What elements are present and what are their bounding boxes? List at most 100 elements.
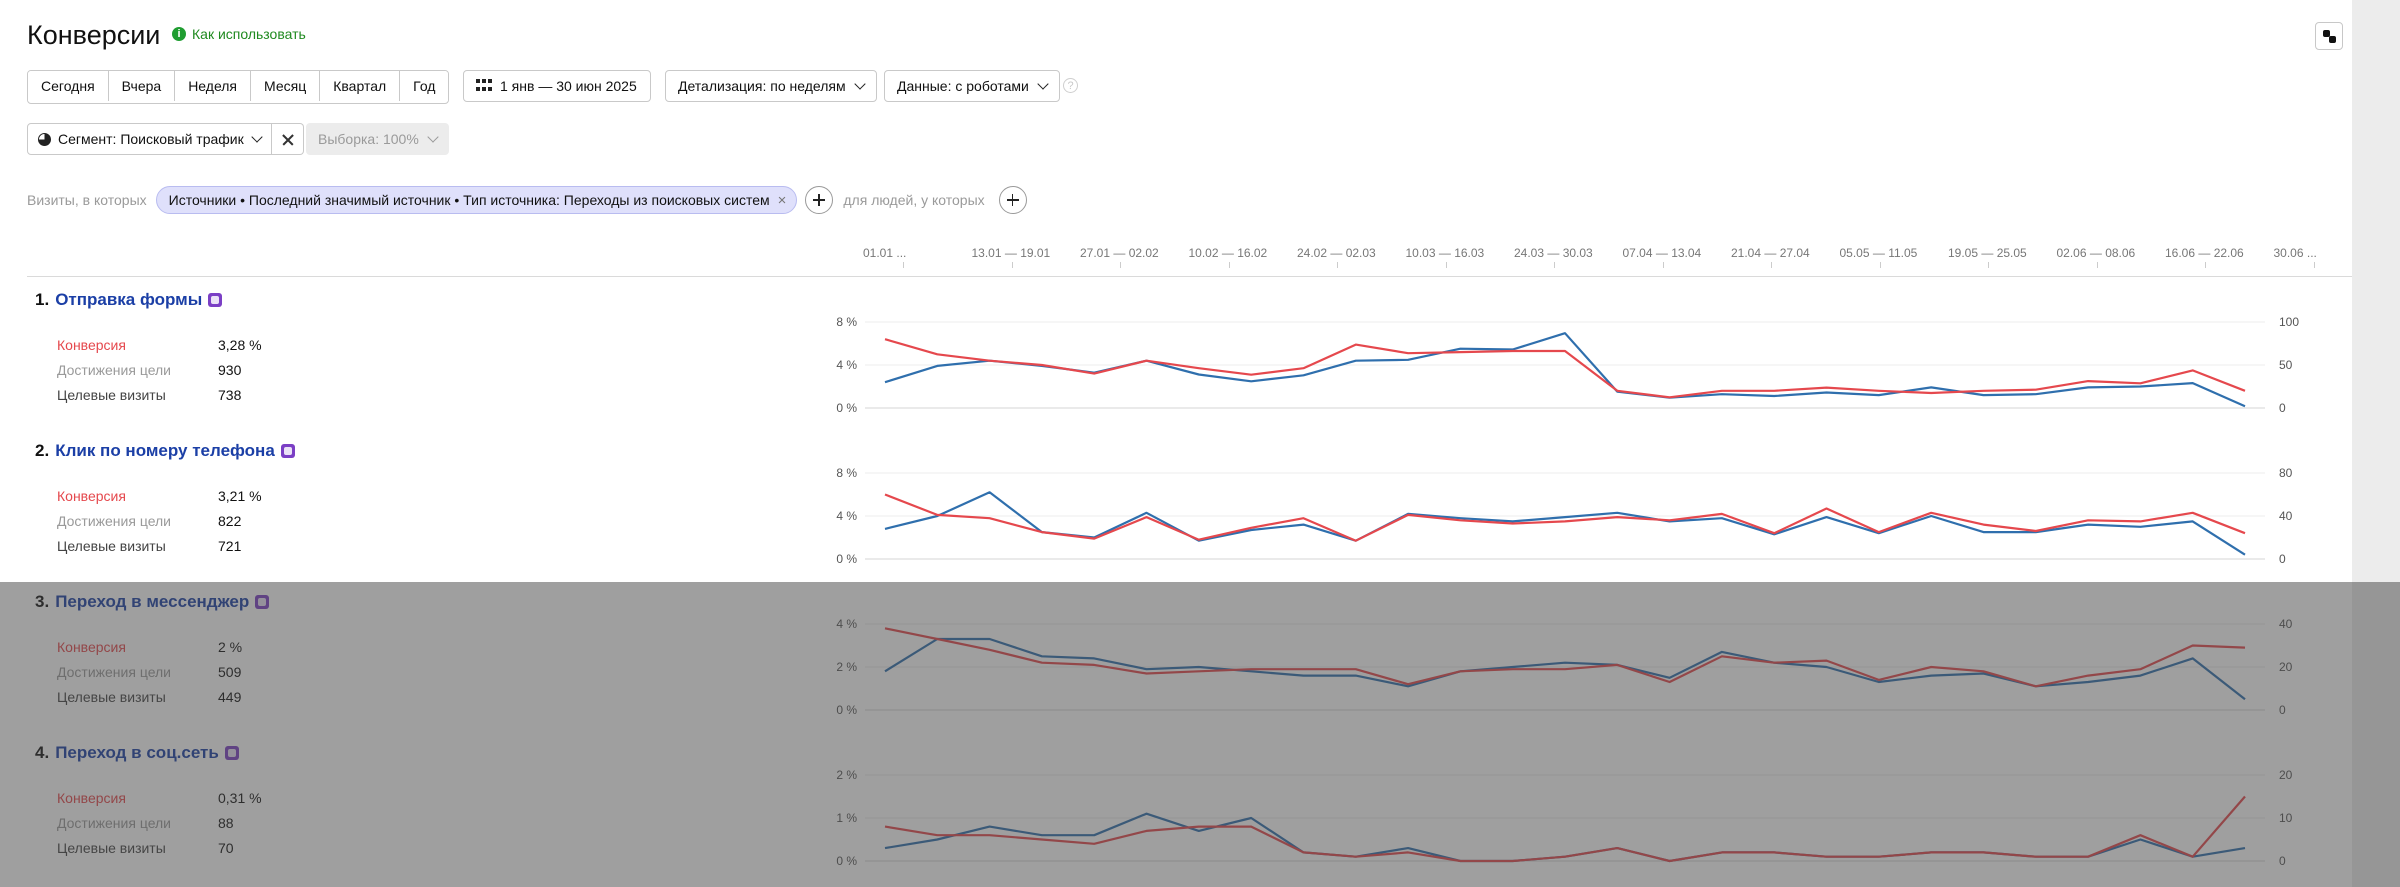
conversion-value: 3,28 %: [218, 337, 262, 353]
how-to-use-link[interactable]: i Как использовать: [172, 26, 306, 42]
chevron-down-icon: [1037, 78, 1049, 90]
right-tick-label: 20: [2279, 660, 2293, 674]
goal-name-link[interactable]: Отправка формы: [55, 290, 203, 309]
help-icon[interactable]: ?: [1063, 78, 1078, 93]
axis-tick: [1445, 262, 1447, 268]
conversion-series-line: [884, 338, 2246, 399]
left-tick-label: 8 %: [836, 315, 857, 329]
achievements-value: 930: [218, 362, 242, 378]
left-tick-label: 0 %: [836, 854, 857, 868]
conversion-label: Конверсия: [57, 639, 126, 655]
visits-value: 721: [218, 538, 242, 554]
achievements-value: 822: [218, 513, 242, 529]
goal-chart-svg: 4 % 40 2 % 20 0 % 0: [836, 617, 2293, 717]
goal-chart-svg: 8 % 100 4 % 50 0 % 0: [836, 315, 2299, 415]
goal-chart-svg: 8 % 80 4 % 40 0 % 0: [836, 466, 2293, 566]
right-tick-label: 0: [2279, 401, 2286, 415]
week-label: 05.05 — 11.05: [1839, 246, 1918, 260]
goal-name-link[interactable]: Переход в соц.сеть: [55, 743, 219, 762]
period-year-button[interactable]: Год: [400, 71, 449, 101]
axis-tick: [2313, 262, 2315, 268]
goal-chart: 8 % 100 4 % 50 0 % 0: [820, 300, 2310, 415]
messenger-icon: [255, 595, 270, 609]
visits-series-line: [884, 812, 2246, 863]
visits-label: Целевые визиты: [57, 387, 166, 403]
date-range-picker[interactable]: 1 янв — 30 июн 2025: [463, 70, 651, 102]
axis-tick: [1879, 262, 1881, 268]
achievements-value: 88: [218, 815, 234, 831]
view-settings-button[interactable]: [2315, 22, 2343, 50]
week-label: 27.01 — 02.02: [1080, 246, 1159, 260]
left-tick-label: 0 %: [836, 552, 857, 566]
right-tick-label: 0: [2279, 552, 2286, 566]
axis-tick: [1988, 262, 1989, 268]
filter-chip-label: Источники • Последний значимый источник …: [168, 192, 770, 208]
left-tick-label: 2 %: [836, 660, 857, 674]
week-label: 10.02 — 16.02: [1188, 246, 1268, 260]
goal-chart-svg: 2 % 20 1 % 10 0 % 0: [836, 768, 2293, 868]
week-label: 24.03 — 30.03: [1514, 246, 1593, 260]
week-label: 01.01 ...: [863, 246, 907, 260]
data-select[interactable]: Данные: с роботами: [884, 70, 1060, 102]
visits-series-line: [884, 332, 2246, 408]
data-select-label: Данные: с роботами: [897, 78, 1029, 94]
right-tick-label: 40: [2279, 617, 2293, 631]
axis-tick: [1011, 262, 1013, 268]
period-quarter-button[interactable]: Квартал: [320, 71, 401, 101]
chevron-down-icon: [427, 131, 439, 143]
segment-pie-icon: [38, 132, 51, 146]
conversion-value: 3,21 %: [218, 488, 262, 504]
goal-title: 2. Клик по номеру телефона: [35, 441, 295, 461]
achievements-label: Достижения цели: [57, 664, 172, 680]
page-title: Конверсии: [27, 20, 161, 50]
left-tick-label: 8 %: [836, 466, 857, 480]
goal-name-link[interactable]: Клик по номеру телефона: [55, 441, 275, 460]
goal-block: 3. Переход в мессенджер Конверсия 2 % Достиж…: [35, 592, 815, 732]
sample-select[interactable]: Выборка: 100%: [306, 123, 449, 155]
goal-chart: 2 % 20 1 % 10 0 % 0: [820, 753, 2310, 868]
goal-chart: 8 % 80 4 % 40 0 % 0: [820, 451, 2310, 566]
how-to-use-label: Как использовать: [192, 26, 306, 42]
phone-icon: [280, 444, 295, 458]
axis-tick: [2205, 262, 2206, 268]
goal-block: 1. Отправка формы Конверсия 3,28 % Достижени…: [35, 290, 815, 430]
left-tick-label: 4 %: [836, 617, 857, 631]
add-visit-condition-button[interactable]: [805, 186, 834, 214]
left-tick-label: 4 %: [836, 509, 857, 523]
period-today-button[interactable]: Сегодня: [28, 71, 109, 101]
chip-close-icon[interactable]: ×: [777, 191, 787, 209]
week-label: 02.06 — 08.06: [2056, 246, 2136, 260]
segment-control: Сегмент: Поисковый трафик: [27, 123, 304, 155]
axis-tick: [1337, 262, 1338, 268]
goal-title: 3. Переход в мессенджер: [35, 592, 270, 612]
sample-label: Выборка: 100%: [318, 131, 419, 147]
settings-icon-dot: [2329, 36, 2336, 43]
divider: [27, 276, 2352, 277]
achievements-label: Достижения цели: [57, 362, 172, 378]
social-icon: [224, 746, 239, 760]
axis-tick: [1120, 262, 1121, 268]
period-week-button[interactable]: Неделя: [175, 71, 252, 101]
detail-select[interactable]: Детализация: по неделям: [665, 70, 877, 102]
conversion-series-line: [884, 493, 2246, 542]
right-tick-label: 100: [2279, 315, 2299, 329]
period-month-button[interactable]: Месяц: [251, 71, 321, 101]
segment-select[interactable]: Сегмент: Поисковый трафик: [27, 123, 272, 155]
left-tick-label: 0 %: [836, 401, 857, 415]
left-tick-label: 1 %: [836, 811, 857, 825]
people-filter-label: для людей, у которых: [843, 192, 985, 208]
goal-name-link[interactable]: Переход в мессенджер: [55, 592, 250, 611]
filter-chip[interactable]: Источники • Последний значимый источник …: [155, 186, 798, 214]
period-yesterday-button[interactable]: Вчера: [108, 71, 176, 101]
chevron-down-icon: [853, 78, 866, 90]
add-people-condition-button[interactable]: [998, 186, 1027, 214]
right-tick-label: 80: [2279, 466, 2293, 480]
achievements-value: 509: [218, 664, 242, 680]
conversion-label: Конверсия: [57, 790, 126, 806]
goal-number: 1.: [35, 290, 50, 309]
chevron-down-icon: [251, 131, 263, 143]
segment-clear-button[interactable]: [271, 123, 304, 155]
right-tick-label: 20: [2279, 768, 2293, 782]
conversion-value: 0,31 %: [218, 790, 262, 806]
visits-label: Целевые визиты: [57, 689, 166, 705]
